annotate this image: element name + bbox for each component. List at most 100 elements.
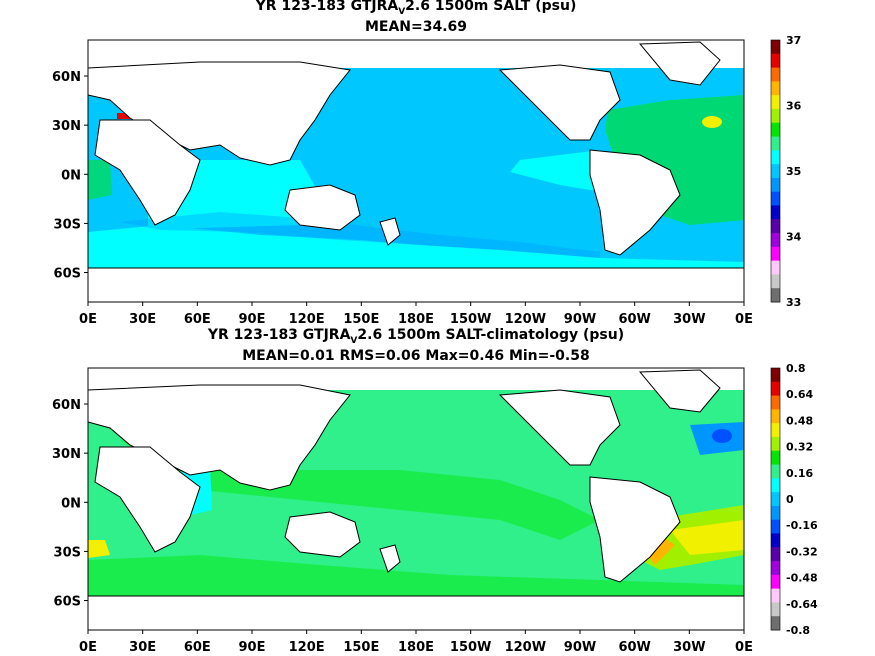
panel2-ytick-label: 0N <box>61 496 81 511</box>
panel1-colorbar-swatch <box>771 164 780 179</box>
panel2-ytick-label: 30S <box>54 545 81 560</box>
panel2-xtick-label: 90E <box>239 640 266 655</box>
panel1-colorbar-swatch <box>771 122 780 138</box>
panel2-colorbar-swatch <box>771 616 780 631</box>
panel2-xtick-label: 150E <box>343 640 379 655</box>
panel1-xtick-label: 30W <box>673 312 705 327</box>
axes-layer: 0E 30E 60E 90E 120E 150E 180E 150W 120W 90W 60W 30W… <box>52 70 753 655</box>
labrador-peak <box>712 429 732 443</box>
panel1-xtick-label: 30E <box>129 312 156 327</box>
panel2-colorbar-label: 0.32 <box>786 441 813 454</box>
panel2-colorbar-swatch <box>771 478 780 493</box>
panel1-colorbar-frame <box>770 39 781 303</box>
panel2-colorbar-label: 0.48 <box>786 414 813 427</box>
panel2-colorbar-swatch <box>771 574 780 590</box>
panel1-colorbar-swatch <box>771 136 780 151</box>
panel1-ytick-label: 0N <box>61 168 81 183</box>
panel2-xtick-label: 90W <box>564 640 596 655</box>
panel2-colorbar-swatch <box>771 436 780 452</box>
panel1-xtick-label: 180E <box>398 312 434 327</box>
panel2-colorbar-label: -0.64 <box>786 598 818 611</box>
panel1-ytick-label: 60S <box>54 267 81 282</box>
panel2-title-suffix: 2.6 1500m SALT-climatology (psu) <box>357 327 625 343</box>
panel1-map <box>88 40 744 302</box>
panel1-xtick-label: 0E <box>735 312 753 327</box>
west-indian-green <box>88 160 112 200</box>
panel1-colorbar-swatch <box>771 81 780 96</box>
colorbar-layer: 37 36 35 34 33 0.8 0.64 0.48 0.32 0.16 0 -0.16 -0.32… <box>770 34 818 637</box>
panel1-title-prefix: YR 123-183 GTJRA <box>255 0 399 14</box>
panel1-colorbar-swatch <box>771 95 780 110</box>
panel2-xtick-label: 180E <box>398 640 434 655</box>
panel2-colorbar-swatch <box>771 561 780 576</box>
panel2-colorbar-swatch <box>771 533 780 548</box>
panel2-colorbar-swatch <box>771 409 780 424</box>
panel2-colorbar-swatch <box>771 588 780 603</box>
panel1-ytick-label: 60N <box>52 70 81 85</box>
panel1-colorbar-swatch <box>771 246 780 262</box>
agulhas-positive <box>88 540 110 558</box>
panel2-colorbar-label: 0.8 <box>786 362 806 375</box>
panel2-colorbar-label: -0.48 <box>786 572 818 585</box>
panel2-colorbar-swatch <box>771 492 780 507</box>
panel2-colorbar-label: 0.16 <box>786 467 813 480</box>
panel2-title: YR 123-183 GTJRAV2.6 1500m SALT-climatol… <box>88 327 744 350</box>
panel2-colorbar-swatch <box>771 368 780 383</box>
panel1-xtick-label: 90W <box>564 312 596 327</box>
panel1-colorbar-label: 35 <box>786 165 801 178</box>
panel1-xtick-label: 60E <box>184 312 211 327</box>
panel2-colorbar-label: 0.64 <box>786 388 813 401</box>
panel1-colorbar-swatch <box>771 150 780 165</box>
panel2-stats: MEAN=0.01 RMS=0.06 Max=0.46 Min=-0.58 <box>242 348 590 364</box>
panel1-xtick-label: 120W <box>505 312 546 327</box>
panel2-colorbar-swatch <box>771 602 780 617</box>
panel2-title-sub: V <box>350 335 358 346</box>
panel1-colorbar-swatch <box>771 67 780 82</box>
panel2-colorbar-swatch <box>771 519 780 534</box>
panel2-xtick-label: 150W <box>450 640 491 655</box>
panel2-colorbar-swatch <box>771 450 780 466</box>
panel1-xtick-label: 60W <box>618 312 650 327</box>
panel2-colorbar-frame <box>770 367 781 631</box>
panel1-xtick-label: 120E <box>289 312 325 327</box>
southern-positive <box>88 555 744 600</box>
panel2-colorbar-swatch <box>771 395 780 410</box>
panel1-colorbar-swatch <box>771 177 780 193</box>
panel1-colorbar-swatch <box>771 288 780 303</box>
panel1-stats: MEAN=34.69 <box>364 19 468 35</box>
panel2-colorbar-swatch <box>771 547 780 562</box>
panel2-xtick-label: 30E <box>129 640 156 655</box>
panel2-colorbar-label: -0.8 <box>786 624 810 637</box>
panel1-colorbar-swatch <box>771 219 780 234</box>
panel1-colorbar-swatch <box>771 108 780 124</box>
panel1-colorbar-label: 33 <box>786 296 801 309</box>
med-outflow <box>702 116 722 128</box>
panel1-colorbar-swatch <box>771 53 780 69</box>
panel2-xtick-label: 60W <box>618 640 650 655</box>
panel2-colorbar-swatch <box>771 505 780 521</box>
panel1-title-suffix: 2.6 1500m SALT (psu) <box>405 0 577 14</box>
panel2-colorbar-label: -0.32 <box>786 545 818 558</box>
panel1-colorbar-swatch <box>771 191 780 206</box>
panel2-colorbar-swatch <box>771 464 780 479</box>
panel2-colorbar-swatch <box>771 423 780 438</box>
panel1-colorbar-swatch <box>771 260 780 275</box>
panel2-colorbar-label: -0.16 <box>786 519 818 532</box>
southern-ocean-strip <box>120 212 600 258</box>
land-panel1 <box>88 41 744 302</box>
panel1-colorbar-swatch <box>771 274 780 289</box>
panel2-xtick-label: 60E <box>184 640 211 655</box>
panel1-colorbar-label: 36 <box>786 100 802 113</box>
panel2-xtick-label: 0E <box>735 640 753 655</box>
panel1-xtick-label: 90E <box>239 312 266 327</box>
panel2-colorbar-label: 0 <box>786 493 794 506</box>
panel2-ytick-label: 30N <box>52 447 81 462</box>
panel1-title-sub: V <box>398 6 406 17</box>
panel1-xtick-label: 150E <box>343 312 379 327</box>
panel1-xtick-label: 150W <box>450 312 491 327</box>
panel1-xtick-label: 0E <box>79 312 97 327</box>
panel2-ytick-label: 60N <box>52 398 81 413</box>
land-panel2 <box>88 369 744 630</box>
panel2-ytick-label: 60S <box>54 595 81 610</box>
